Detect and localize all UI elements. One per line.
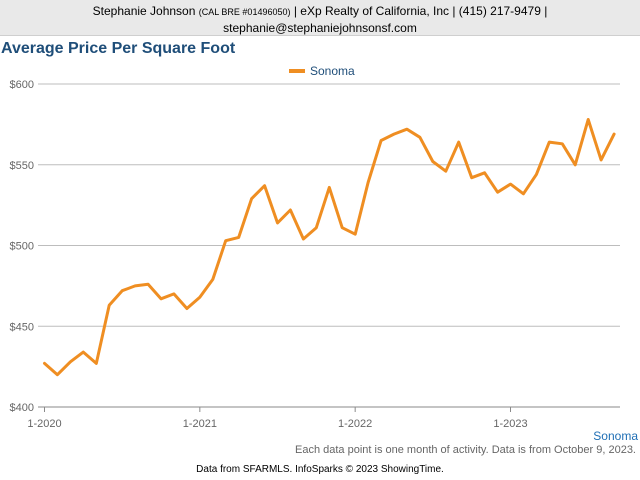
y-tick-label: $600 (10, 79, 34, 91)
data-note: Each data point is one month of activity… (295, 444, 636, 456)
series-line-sonoma (43, 118, 616, 377)
chart-title: Average Price Per Square Foot (1, 40, 236, 57)
legend-label-sonoma: Sonoma (310, 64, 355, 78)
x-tick-label: 1-2023 (493, 418, 527, 430)
x-tick-label: 1-2020 (27, 418, 61, 430)
agent-name: Stephanie Johnson (92, 4, 196, 18)
y-tick-label: $450 (10, 321, 34, 333)
license-number: (CAL BRE #01496050) (198, 7, 291, 17)
y-tick-label: $550 (10, 160, 34, 172)
company-phone: | eXp Realty of California, Inc | (415) … (293, 4, 548, 18)
x-tick-label: 1-2021 (183, 418, 217, 430)
header-bar: Stephanie Johnson (CAL BRE #01496050) | … (0, 0, 640, 36)
header-line-1: Stephanie Johnson (CAL BRE #01496050) | … (0, 3, 640, 20)
x-tick-label: 1-2022 (338, 418, 372, 430)
y-tick-label: $400 (10, 402, 34, 414)
header-email: stephanie@stephaniejohnsonsf.com (223, 21, 417, 35)
series-end-label: Sonoma (593, 429, 638, 443)
y-tick-label: $500 (10, 241, 34, 253)
footer-source: Data from SFARMLS. InfoSparks © 2023 Sho… (196, 464, 444, 475)
